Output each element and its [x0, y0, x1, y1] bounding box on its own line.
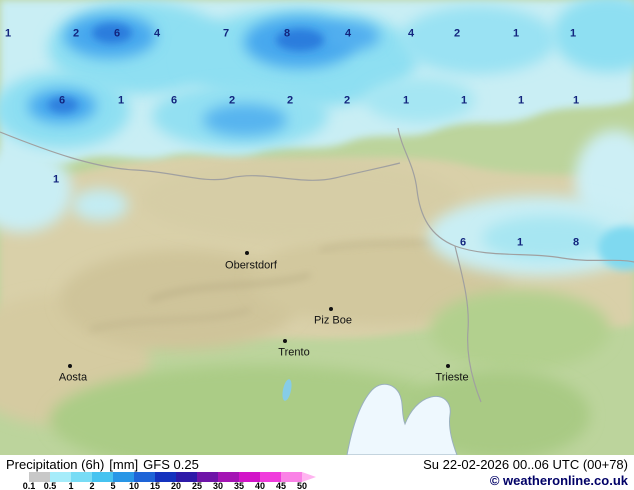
- sea-layer: [282, 379, 458, 455]
- precip-value: 1: [517, 94, 525, 107]
- precip-value: 1: [4, 27, 12, 40]
- legend-tick: 2: [89, 481, 95, 490]
- city-label-trento: Trento: [278, 346, 310, 359]
- legend-color-segment: [113, 472, 134, 482]
- precip-value: 6: [113, 27, 121, 40]
- lake-garda: [282, 379, 292, 401]
- legend-tick: 0.1: [22, 481, 36, 490]
- legend-tick: 5: [110, 481, 116, 490]
- city-dot-piz-boe: [329, 307, 333, 311]
- precip-value: 6: [459, 236, 467, 249]
- precip-value: 7: [222, 27, 230, 40]
- legend-color-segment: [239, 472, 260, 482]
- precip-value: 2: [228, 94, 236, 107]
- legend-color-segment: [197, 472, 218, 482]
- city-dot-trento: [283, 339, 287, 343]
- legend-title: Precipitation (6h) [mm] GFS 0.25: [6, 457, 199, 472]
- legend-color-segment: [302, 472, 316, 482]
- precip-value: 6: [170, 94, 178, 107]
- precip-value: 6: [58, 94, 66, 107]
- precip-value: 1: [117, 94, 125, 107]
- legend-model: GFS 0.25: [143, 457, 199, 472]
- map-graphic: [0, 0, 634, 455]
- legend-color-segment: [260, 472, 281, 482]
- precip-value: 8: [572, 236, 580, 249]
- legend-colorbar: [8, 472, 316, 482]
- border-lines: [0, 127, 634, 403]
- legend-color-segment: [29, 472, 50, 482]
- precip-value: 8: [283, 27, 291, 40]
- precip-value: 1: [572, 94, 580, 107]
- precip-value: 1: [460, 94, 468, 107]
- precip-value: 1: [516, 236, 524, 249]
- legend-color-segment: [281, 472, 302, 482]
- precip-value: 4: [153, 27, 161, 40]
- precip-value: 2: [72, 27, 80, 40]
- legend-tick: 45: [275, 481, 287, 490]
- legend-color-segment: [50, 472, 71, 482]
- legend-color-segment: [218, 472, 239, 482]
- legend-color-segment: [155, 472, 176, 482]
- legend-color-segment: [8, 472, 29, 482]
- legend-tick: 50: [296, 481, 308, 490]
- legend-tick: 40: [254, 481, 266, 490]
- legend-color-segment: [92, 472, 113, 482]
- precip-value: 1: [52, 173, 60, 186]
- legend-tick: 0.5: [43, 481, 57, 490]
- legend-tick: 1: [68, 481, 74, 490]
- legend-tick: 15: [149, 481, 161, 490]
- valid-datetime: Su 22-02-2026 00..06 UTC (00+78): [423, 457, 628, 472]
- legend-tick: 30: [212, 481, 224, 490]
- copyright-link[interactable]: © weatheronline.co.uk: [489, 473, 628, 488]
- precip-value: 2: [343, 94, 351, 107]
- legend-unit: [mm]: [109, 457, 139, 472]
- legend-tick: 10: [128, 481, 140, 490]
- city-label-aosta: Aosta: [58, 371, 88, 384]
- city-dot-trieste: [446, 364, 450, 368]
- city-dot-aosta: [68, 364, 72, 368]
- precip-value: 1: [569, 27, 577, 40]
- city-label-trieste: Trieste: [435, 371, 469, 384]
- legend-color-segment: [71, 472, 92, 482]
- precip-value: 2: [286, 94, 294, 107]
- legend-bar: Precipitation (6h) [mm] GFS 0.25 Su 22-02-…: [0, 455, 634, 490]
- precip-value: 1: [402, 94, 410, 107]
- legend-tick: 35: [233, 481, 245, 490]
- city-label-oberstdorf: Oberstdorf: [225, 259, 277, 272]
- city-label-piz-boe: Piz Boe: [314, 314, 352, 327]
- precip-value: 4: [344, 27, 352, 40]
- legend-tick-labels: 0.1 0.5 1 2 5 10 15 20 25 30 35 40 45 50: [8, 482, 348, 490]
- legend-color-segment: [134, 472, 155, 482]
- precip-value: 1: [512, 27, 520, 40]
- city-dot-oberstdorf: [245, 251, 249, 255]
- precip-value: 4: [407, 27, 415, 40]
- precipitation-layer: [0, 0, 634, 276]
- legend-tick: 20: [170, 481, 182, 490]
- adriatic-sea: [346, 383, 458, 455]
- legend-tick: 25: [191, 481, 203, 490]
- legend-parameter: Precipitation (6h): [6, 457, 105, 472]
- precip-value: 2: [453, 27, 461, 40]
- legend-color-segment: [176, 472, 197, 482]
